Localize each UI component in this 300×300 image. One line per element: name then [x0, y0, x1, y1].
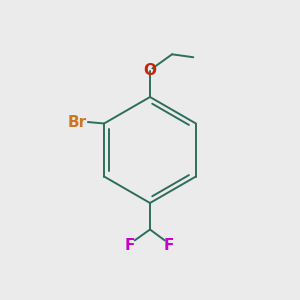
- Text: F: F: [164, 238, 174, 253]
- Text: Br: Br: [67, 115, 86, 130]
- Text: O: O: [143, 63, 157, 78]
- Text: F: F: [124, 238, 135, 253]
